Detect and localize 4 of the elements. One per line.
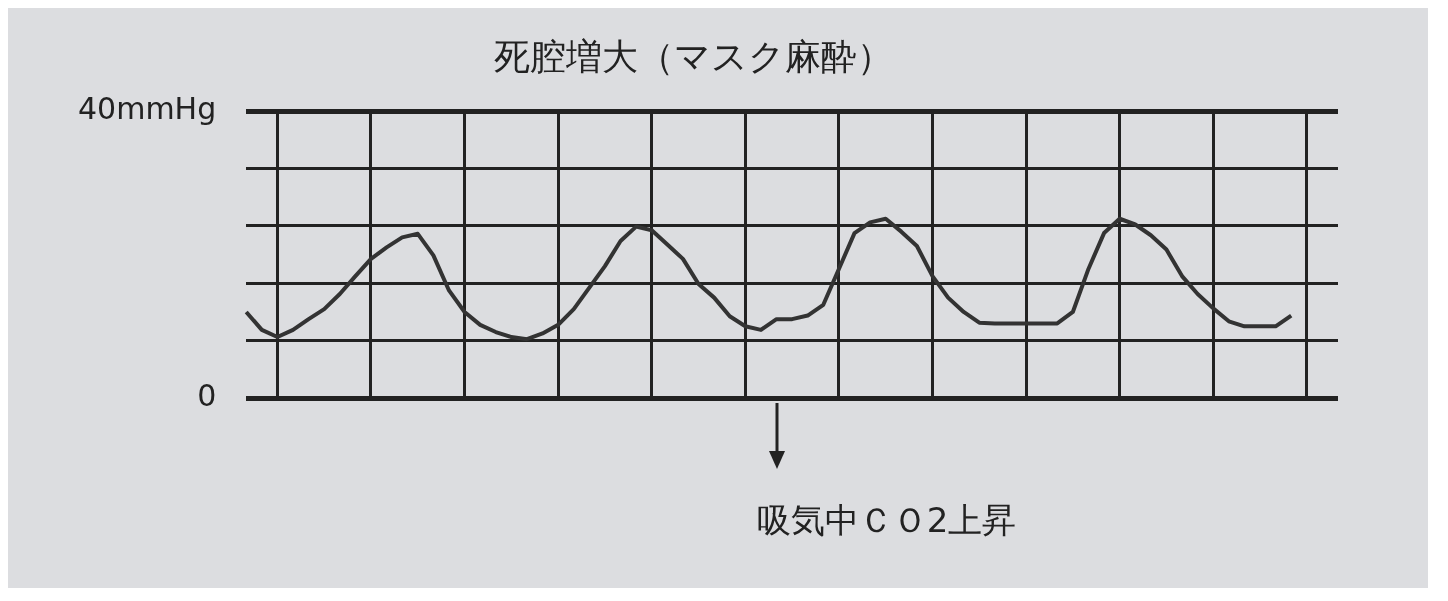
text: 吸気中ＣＯ2上昇 <box>756 499 1017 540</box>
chart-title: 死腔増大（マスク麻酔） <box>493 35 893 77</box>
y-tick-label: 0 <box>197 377 217 413</box>
y-tick-label: 40mmHg <box>77 91 217 126</box>
